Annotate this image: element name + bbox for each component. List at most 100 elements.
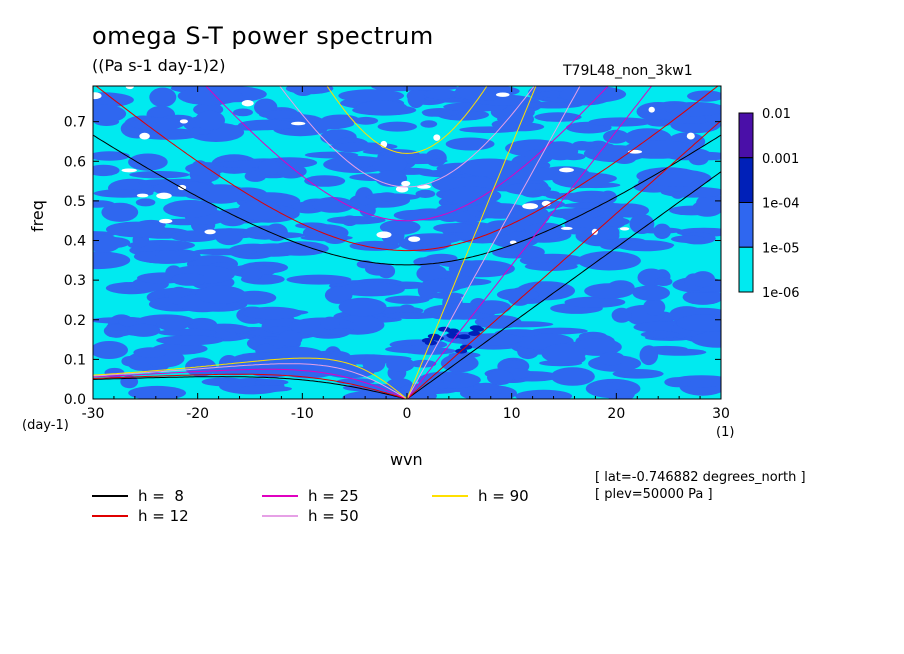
power-patch	[254, 379, 289, 386]
power-patch	[676, 314, 721, 332]
power-patch	[534, 112, 582, 122]
power-patch	[93, 251, 131, 270]
power-patch-low	[159, 218, 173, 224]
y-tick-label: 0.4	[64, 234, 86, 250]
power-patch	[428, 292, 464, 299]
power-patch	[629, 214, 655, 234]
power-patch	[238, 119, 297, 131]
power-patch	[611, 307, 632, 323]
power-patch	[550, 367, 595, 386]
x-tick-label: -20	[186, 406, 209, 422]
y-axis-unit: (day-1)	[22, 418, 69, 433]
power-patch	[260, 232, 305, 239]
power-patch	[163, 200, 218, 218]
power-patch	[362, 354, 386, 373]
power-patch	[320, 316, 340, 330]
power-patch	[385, 295, 430, 304]
power-patch	[371, 86, 425, 92]
y-tick-label: 0.6	[64, 154, 86, 170]
power-patch-low	[560, 226, 573, 230]
colorbar-label: 0.01	[762, 107, 791, 122]
power-patch	[420, 120, 438, 128]
power-patch	[242, 306, 303, 320]
power-patch	[342, 390, 405, 399]
legend-item-h50: h = 50	[262, 507, 359, 525]
x-tick-label: 0	[403, 406, 412, 422]
y-tick-label: 0.0	[64, 392, 86, 408]
power-patch	[416, 264, 448, 284]
power-patch	[215, 228, 244, 246]
curve-h25-gravity	[205, 86, 609, 222]
power-patch	[564, 296, 626, 308]
power-patch	[440, 354, 479, 373]
power-patch	[128, 153, 168, 171]
x-tick-label: 30	[712, 406, 730, 422]
power-patch	[269, 241, 329, 256]
power-patch-low	[139, 132, 150, 140]
legend-label: h = 90	[478, 487, 529, 505]
power-patch	[233, 108, 253, 117]
power-patch	[194, 110, 225, 131]
legend-item-h12: h = 12	[92, 507, 189, 525]
y-tick-label: 0.2	[64, 313, 86, 329]
power-patch	[365, 262, 393, 276]
power-patch-low	[433, 134, 441, 141]
curve-h90-rossby	[93, 357, 408, 399]
power-patch	[365, 193, 420, 201]
power-patch	[588, 117, 653, 127]
power-patch	[443, 373, 461, 389]
power-patch	[93, 151, 130, 161]
power-patch	[559, 86, 627, 103]
power-patch	[561, 202, 629, 209]
power-patch	[286, 274, 352, 285]
power-patch	[445, 137, 495, 151]
power-patch	[643, 298, 666, 316]
power-patch	[596, 217, 626, 227]
power-patch	[632, 285, 670, 301]
power-patch	[640, 330, 680, 339]
power-patch-low	[408, 236, 421, 242]
power-patch	[524, 262, 578, 271]
power-patch	[348, 216, 369, 223]
pressure-level-info: [ plev=50000 Pa ]	[595, 487, 713, 502]
power-patch	[93, 234, 121, 253]
power-patch	[422, 109, 442, 117]
curve-h8-rossby	[93, 376, 408, 399]
power-patch	[171, 273, 208, 286]
power-patch	[599, 190, 617, 204]
power-patch	[127, 323, 161, 337]
power-patch	[155, 249, 180, 263]
chart-subtitle: ((Pa s-1 day-1)2)	[92, 56, 226, 75]
x-tick-label: -10	[291, 406, 314, 422]
power-patch	[577, 251, 641, 271]
power-patch	[427, 278, 463, 293]
power-patch	[487, 369, 514, 386]
power-patch	[455, 86, 509, 101]
power-patch-low	[395, 185, 409, 193]
power-patch-low	[522, 203, 539, 210]
power-patch	[379, 219, 421, 235]
power-patch	[664, 102, 721, 117]
power-patch-low	[401, 180, 411, 187]
power-patch	[625, 140, 694, 155]
power-patch	[101, 202, 139, 222]
legend-label: h = 12	[138, 507, 189, 525]
power-patch	[682, 289, 721, 305]
power-patch	[156, 317, 190, 331]
power-patch	[338, 297, 387, 317]
power-patch	[353, 116, 379, 125]
power-patch-low	[93, 92, 102, 100]
power-patch-low	[291, 121, 306, 126]
colorbar-segment	[738, 157, 754, 203]
power-patch-low	[125, 86, 134, 90]
legend-swatch	[432, 495, 468, 497]
power-patch-low	[686, 132, 695, 140]
power-patch	[278, 330, 303, 347]
power-patch	[106, 221, 166, 238]
power-patch	[393, 209, 436, 221]
power-patch-high	[458, 334, 471, 340]
power-patch	[572, 141, 591, 148]
power-patch	[598, 351, 625, 366]
power-patch	[258, 159, 280, 176]
power-patch	[424, 89, 457, 100]
